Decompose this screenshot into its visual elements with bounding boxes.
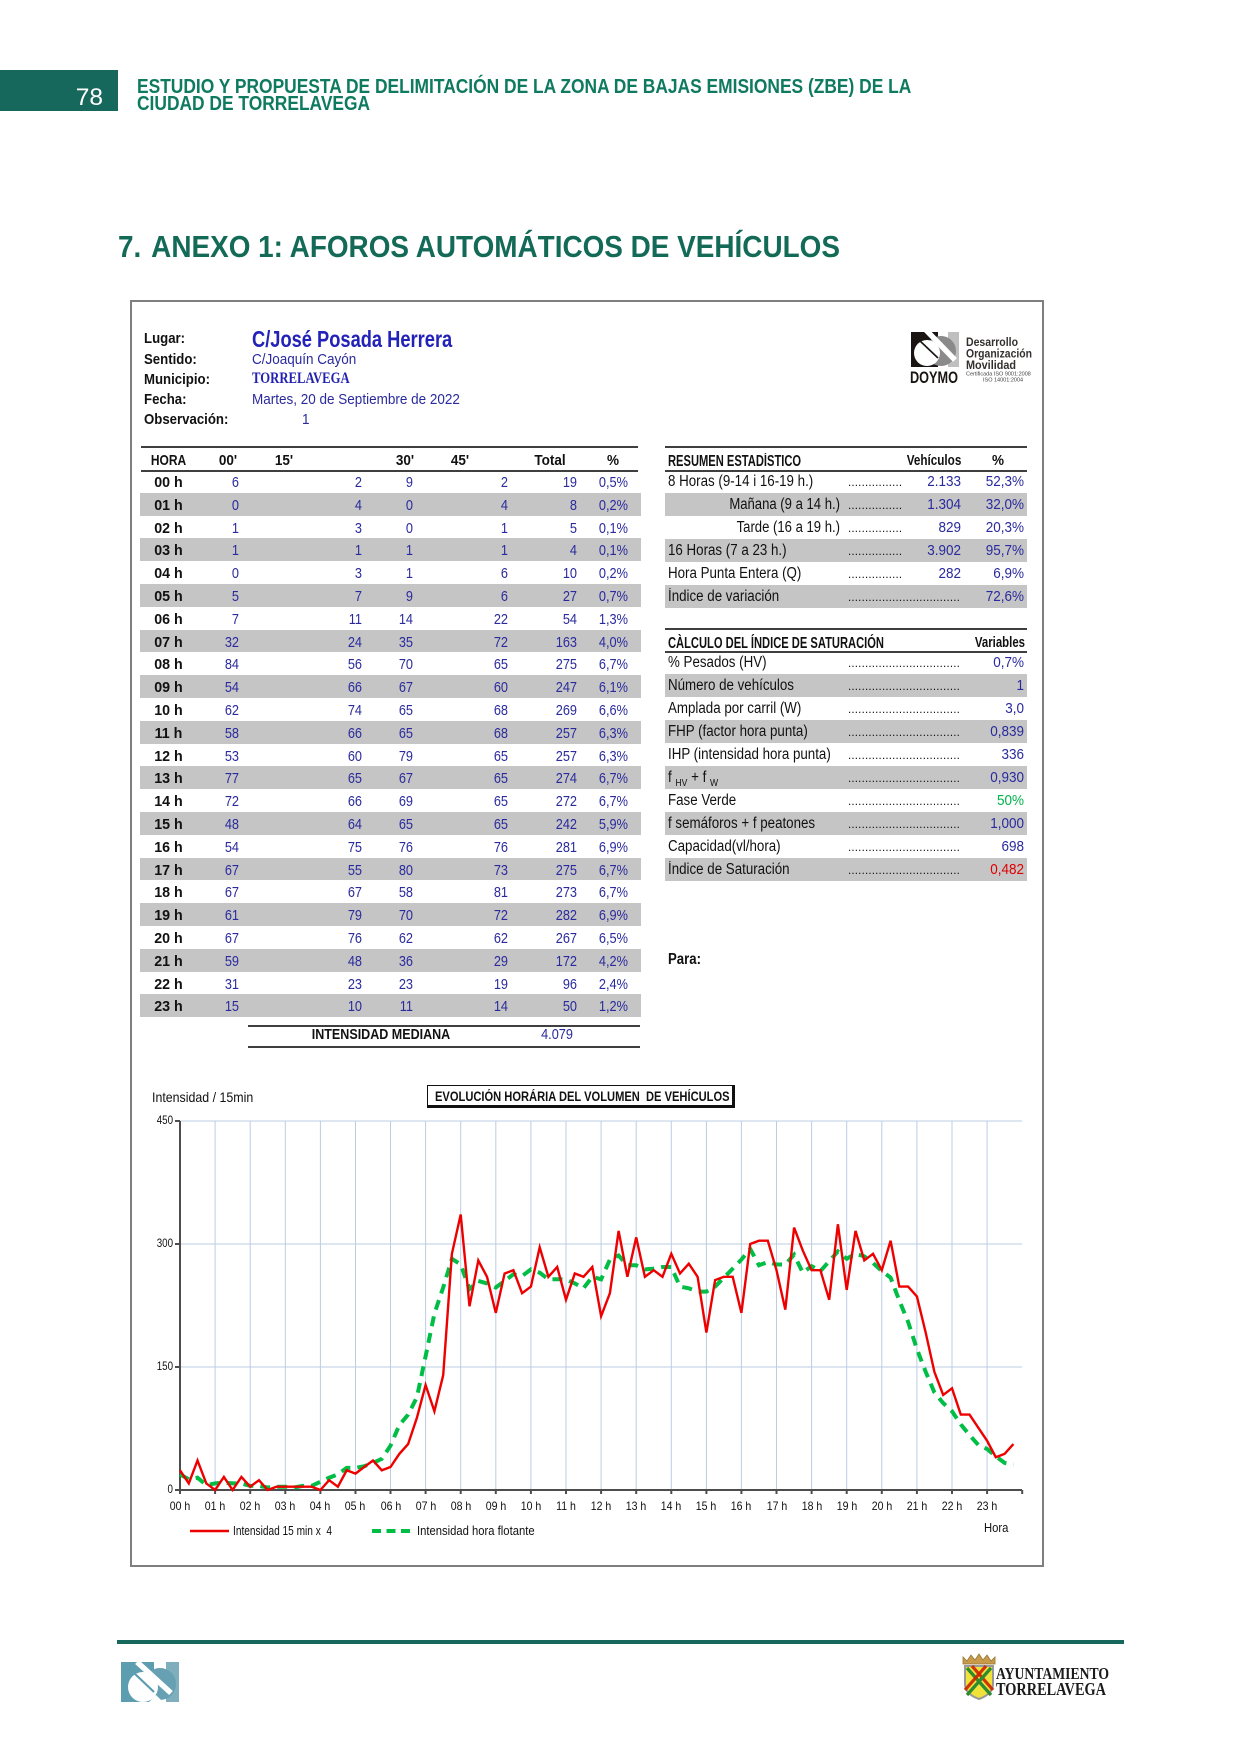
svg-text:ISO 14001:2004: ISO 14001:2004 [983, 378, 1023, 384]
svg-text:Movilidad: Movilidad [966, 360, 1016, 372]
svg-text:TORRELAVEGA: TORRELAVEGA [996, 1679, 1106, 1699]
svg-text:Desarrollo: Desarrollo [966, 337, 1018, 349]
svg-text:AYUNTAMIENTO: AYUNTAMIENTO [996, 1664, 1109, 1683]
svg-text:Organización: Organización [966, 349, 1032, 361]
svg-text:DOYMO: DOYMO [910, 368, 958, 387]
svg-text:Certificada ISO 9001:2008: Certificada ISO 9001:2008 [966, 372, 1031, 378]
